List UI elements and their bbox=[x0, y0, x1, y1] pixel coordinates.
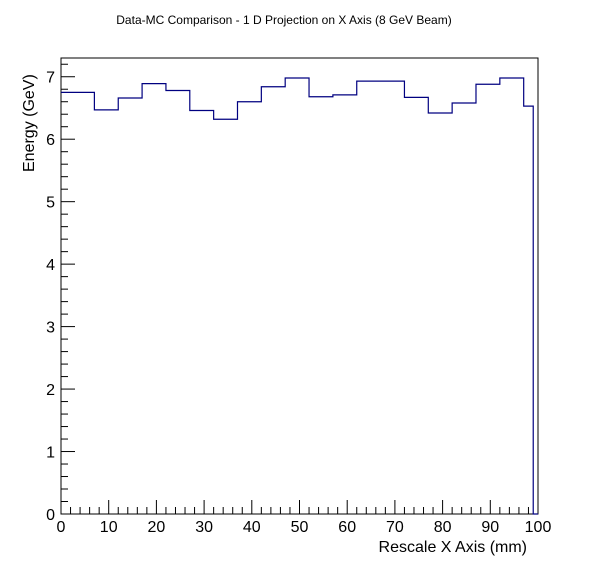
x-tick-label: 50 bbox=[291, 519, 309, 536]
x-tick-label: 40 bbox=[243, 519, 261, 536]
y-axis-ticks bbox=[61, 64, 75, 514]
x-tick-label: 20 bbox=[148, 519, 166, 536]
x-tick-label: 10 bbox=[100, 519, 118, 536]
y-tick-label: 2 bbox=[46, 382, 55, 399]
x-axis-ticks bbox=[61, 500, 538, 514]
y-tick-label: 5 bbox=[46, 195, 55, 212]
x-axis-tick-labels: 0 10 20 30 40 50 60 70 80 90 100 bbox=[57, 519, 552, 536]
plot-frame bbox=[61, 58, 538, 514]
y-axis-tick-labels: 0 1 2 3 4 5 6 7 bbox=[46, 70, 55, 524]
y-tick-label: 0 bbox=[46, 507, 55, 524]
x-tick-label: 100 bbox=[525, 519, 552, 536]
x-tick-label: 90 bbox=[481, 519, 499, 536]
chart-title: Data-MC Comparison - 1 D Projection on X… bbox=[116, 13, 451, 27]
y-tick-label: 1 bbox=[46, 445, 55, 462]
x-axis-label: Rescale X Axis (mm) bbox=[379, 539, 527, 556]
y-tick-label: 3 bbox=[46, 320, 55, 337]
y-tick-label: 4 bbox=[46, 257, 55, 274]
x-tick-label: 70 bbox=[386, 519, 404, 536]
x-tick-label: 80 bbox=[434, 519, 452, 536]
x-tick-label: 0 bbox=[57, 519, 66, 536]
y-tick-label: 6 bbox=[46, 132, 55, 149]
y-axis-label: Energy (GeV) bbox=[21, 74, 38, 172]
x-tick-label: 30 bbox=[195, 519, 213, 536]
histogram-series-line bbox=[61, 78, 538, 514]
y-tick-label: 7 bbox=[46, 70, 55, 87]
x-tick-label: 60 bbox=[338, 519, 356, 536]
